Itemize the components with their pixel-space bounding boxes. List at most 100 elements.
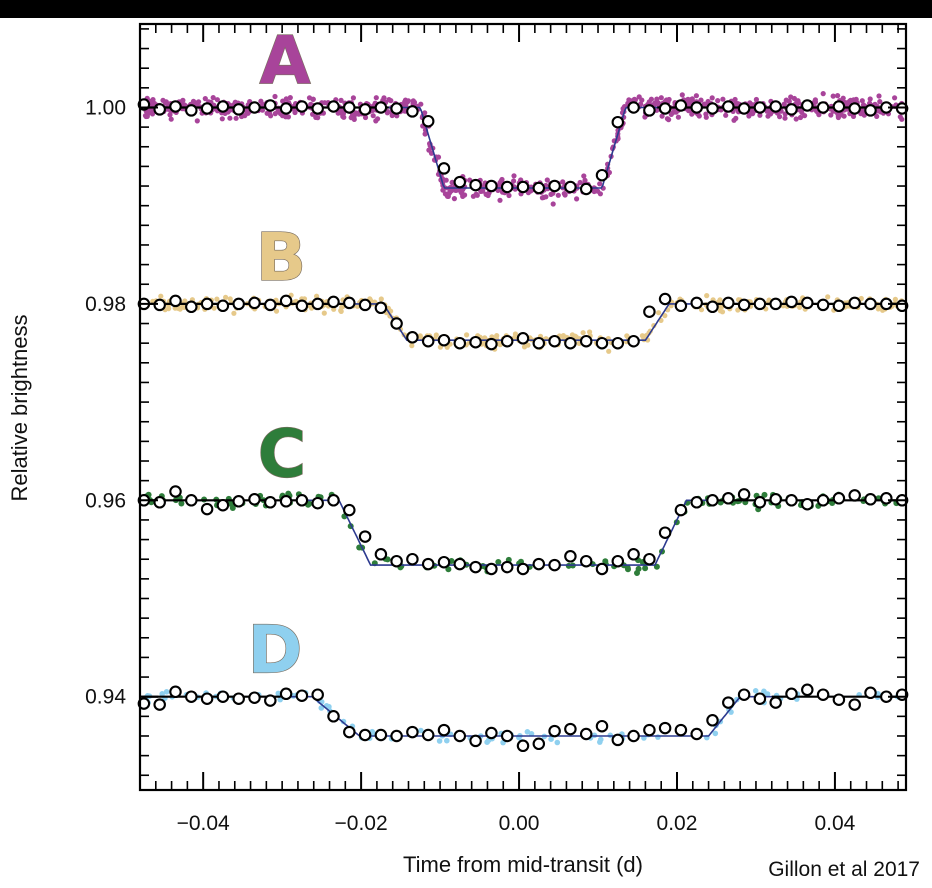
raw-point-c	[625, 566, 631, 573]
x-tick-label: −0.02	[335, 812, 388, 835]
binned-point-b	[390, 317, 403, 330]
binned-point-a	[595, 168, 609, 182]
raw-point-a	[659, 113, 665, 119]
binned-point-b	[832, 299, 846, 313]
raw-point-a	[426, 147, 432, 153]
raw-point-d	[318, 705, 325, 711]
raw-point-a	[550, 201, 556, 207]
binned-point-b	[500, 334, 514, 348]
credit-text: Gillon et al 2017	[768, 858, 920, 881]
raw-point-a	[679, 92, 685, 98]
raw-point-b	[521, 344, 528, 350]
raw-point-a	[410, 98, 416, 104]
raw-point-c	[495, 559, 502, 565]
binned-point-d	[500, 729, 514, 743]
binned-point-d	[769, 696, 782, 709]
binned-point-c	[406, 552, 419, 566]
binned-point-a	[611, 115, 625, 129]
binned-point-c	[358, 530, 372, 543]
x-tick-label: 0.04	[814, 812, 855, 835]
binned-point-d	[785, 687, 798, 701]
raw-point-a	[733, 115, 739, 121]
binned-point-d	[753, 692, 767, 705]
binned-point-c	[801, 497, 814, 511]
raw-point-c	[635, 565, 642, 572]
binned-point-a	[437, 162, 451, 175]
raw-point-a	[840, 95, 846, 101]
raw-point-a	[335, 110, 341, 116]
binned-point-b	[816, 298, 830, 312]
series-labels-layer: A B C D	[247, 22, 311, 690]
raw-point-a	[405, 98, 411, 104]
binned-point-c	[737, 488, 751, 501]
binned-point-d	[611, 733, 625, 747]
binned-point-c	[248, 493, 261, 506]
raw-point-b	[182, 298, 188, 304]
raw-point-a	[460, 193, 466, 199]
raw-point-b	[656, 310, 662, 316]
raw-point-a	[689, 96, 695, 102]
raw-point-a	[581, 173, 587, 179]
raw-point-a	[287, 95, 293, 101]
series-label-d: D	[248, 612, 303, 689]
binned-point-b	[248, 296, 261, 310]
raw-point-a	[639, 97, 645, 103]
raw-point-a	[149, 111, 156, 117]
binned-point-b	[358, 298, 372, 312]
binned-point-b	[706, 300, 719, 314]
raw-point-a	[782, 115, 788, 121]
binned-point-d	[516, 739, 530, 753]
raw-point-b	[177, 306, 183, 312]
raw-point-a	[388, 98, 394, 104]
binned-point-d	[264, 694, 277, 707]
binned-point-d	[185, 690, 198, 703]
binned-point-c	[753, 496, 767, 509]
binned-point-d	[327, 710, 340, 723]
raw-point-a	[892, 95, 898, 101]
binned-point-c	[880, 492, 893, 505]
raw-point-a	[723, 112, 729, 118]
raw-point-d	[275, 690, 282, 697]
raw-point-a	[362, 114, 369, 121]
raw-point-b	[825, 294, 831, 300]
binned-point-d	[232, 692, 245, 705]
binned-point-b	[848, 296, 861, 310]
binned-point-b	[453, 336, 467, 350]
binned-point-d	[864, 686, 877, 700]
binned-point-b	[785, 295, 798, 309]
raw-point-b	[158, 293, 164, 299]
raw-point-a	[510, 178, 517, 184]
binned-point-a	[579, 182, 593, 196]
binned-point-b	[421, 334, 435, 348]
raw-point-a	[658, 95, 664, 101]
binned-point-a	[390, 102, 403, 115]
raw-point-b	[273, 308, 280, 314]
binned-point-c	[832, 492, 846, 505]
binned-point-a	[627, 101, 640, 114]
binned-point-d	[706, 714, 719, 727]
binned-point-d	[248, 691, 261, 704]
binned-point-b	[548, 334, 561, 348]
raw-point-a	[202, 96, 208, 102]
raw-point-d	[597, 739, 603, 745]
raw-point-a	[654, 96, 660, 102]
binned-point-a	[832, 100, 846, 113]
binned-point-c	[769, 493, 782, 506]
binned-point-c	[706, 494, 719, 507]
series-label-a: A	[259, 22, 310, 99]
binned-point-d	[374, 728, 388, 742]
binned-point-a	[690, 101, 703, 114]
raw-point-a	[574, 196, 580, 202]
raw-point-a	[506, 192, 512, 199]
raw-point-a	[272, 111, 278, 117]
binned-point-b	[658, 292, 672, 306]
raw-point-a	[746, 113, 752, 119]
binned-point-a	[801, 99, 814, 112]
raw-point-b	[378, 296, 384, 302]
y-tick-label: 0.96	[85, 489, 126, 512]
raw-point-a	[144, 113, 150, 119]
raw-point-a	[511, 173, 517, 179]
raw-point-a	[539, 195, 546, 201]
binned-point-a	[532, 181, 546, 195]
binned-point-c	[485, 562, 498, 576]
